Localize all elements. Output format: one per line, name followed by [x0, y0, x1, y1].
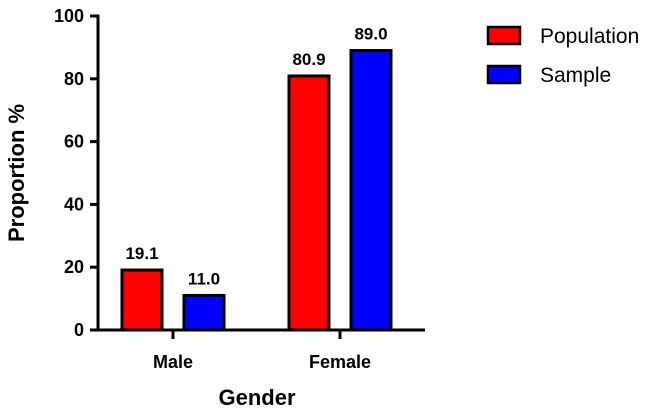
y-axis-ticks: 0 20 40 60 80 100 — [54, 6, 98, 340]
bar-population-female — [287, 74, 331, 332]
x-axis-title: Gender — [218, 385, 295, 410]
y-tick-label: 100 — [54, 6, 84, 26]
bar-sample-female — [349, 49, 393, 332]
x-tick-label-female: Female — [309, 352, 371, 372]
legend: Population Sample — [486, 25, 639, 87]
bar-sample-male — [182, 293, 226, 332]
y-tick-label: 40 — [64, 194, 84, 214]
legend-label-sample: Sample — [540, 64, 611, 87]
y-tick-label: 20 — [64, 257, 84, 277]
y-axis-title: Proportion % — [4, 104, 29, 242]
data-label-sample-male: 11.0 — [188, 269, 220, 288]
y-tick-label: 60 — [64, 132, 84, 152]
x-tick-label-male: Male — [153, 352, 193, 372]
legend-swatch-population — [486, 25, 522, 46]
data-label-sample-female: 89.0 — [354, 25, 387, 44]
legend-swatch-sample — [486, 64, 522, 85]
data-label-population-female: 80.9 — [292, 50, 325, 69]
chart-marks: 19.1 11.0 80.9 89.0 — [120, 25, 393, 332]
y-tick-label: 0 — [74, 320, 84, 340]
bar-population-male — [120, 268, 164, 332]
data-label-population-male: 19.1 — [125, 244, 158, 263]
x-axis-ticks: Male Female — [153, 330, 371, 372]
legend-label-population: Population — [540, 25, 639, 48]
y-tick-label: 80 — [64, 69, 84, 89]
